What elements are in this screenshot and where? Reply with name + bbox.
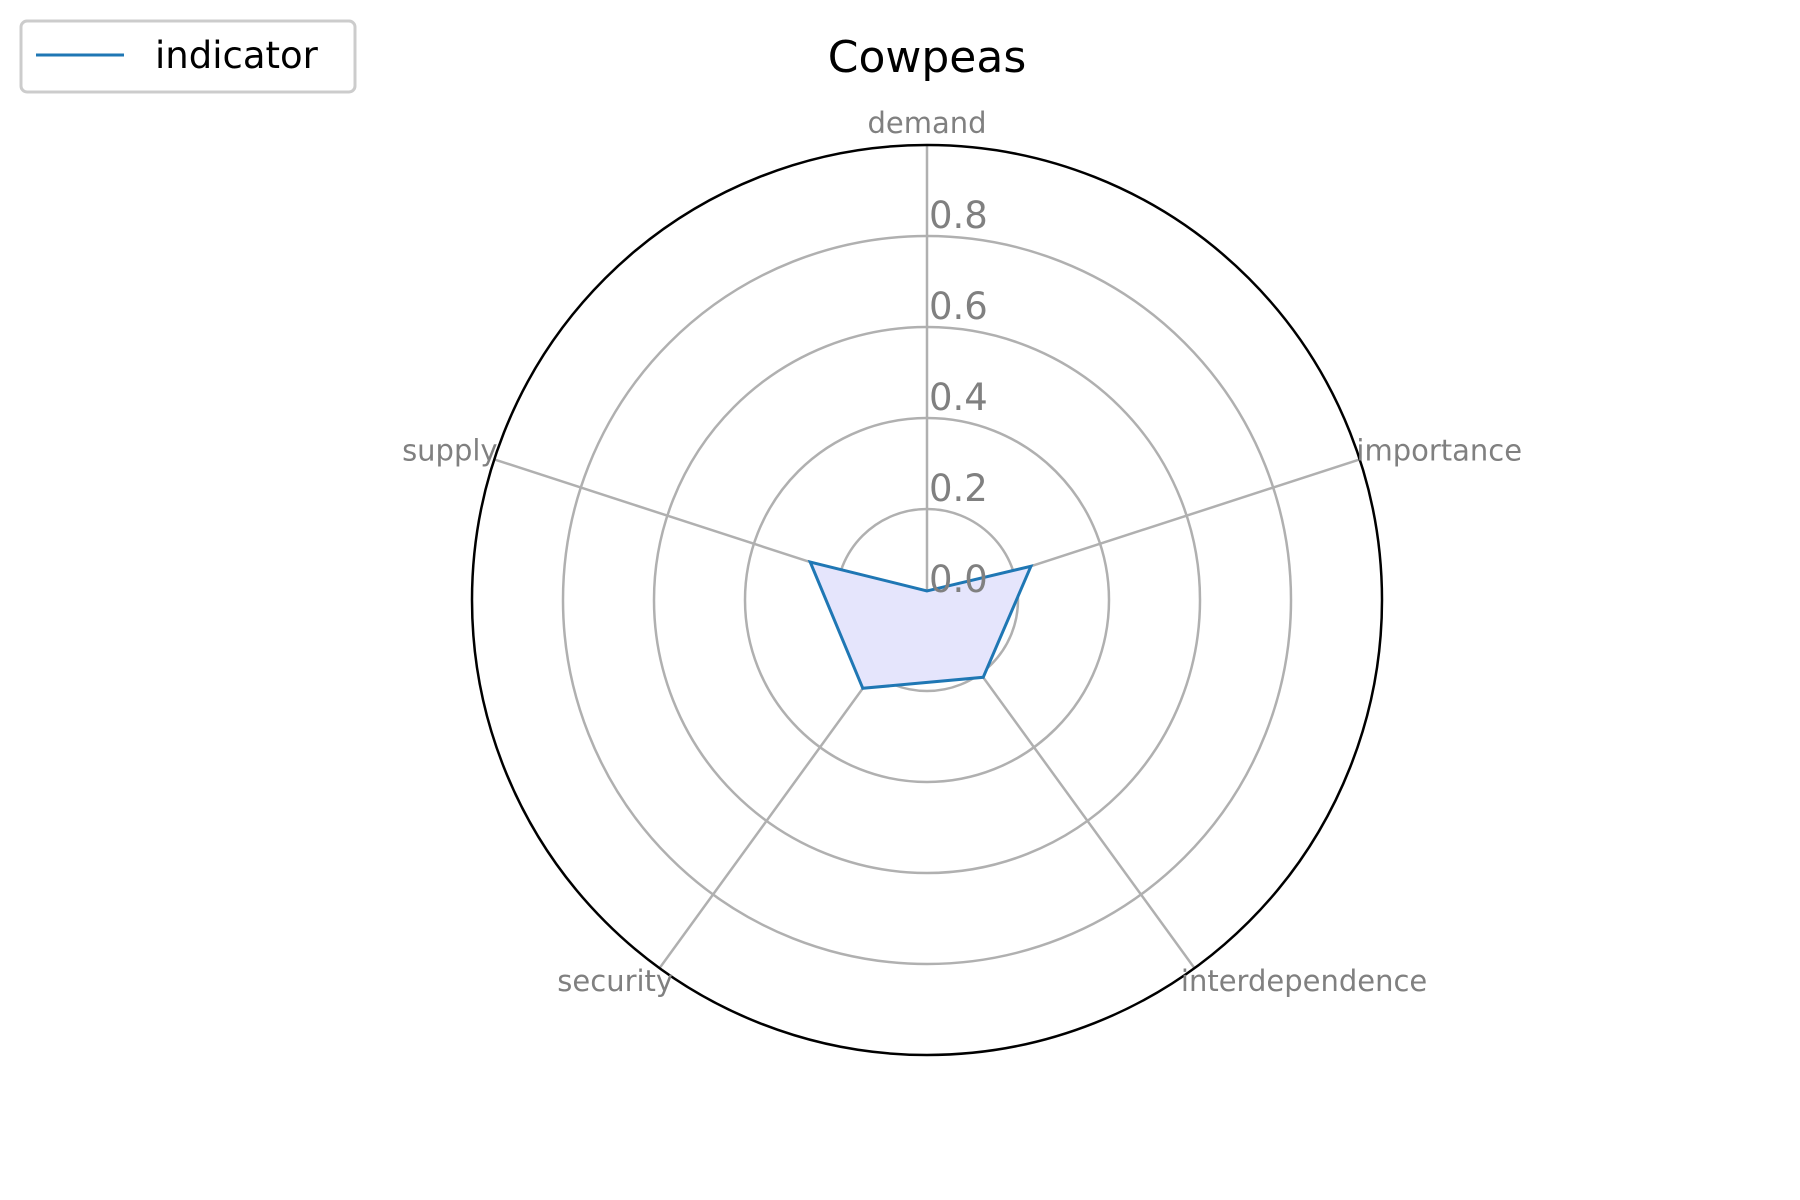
- tick-label-1: 0.2: [929, 467, 988, 510]
- category-label-importance: importance: [1356, 434, 1522, 468]
- category-label-interdependence: interdependence: [1181, 964, 1427, 998]
- chart-title: Cowpeas: [828, 32, 1027, 83]
- legend-frame: [19, 19, 357, 94]
- tick-label-3: 0.6: [929, 285, 988, 328]
- tick-label-0: 0.0: [929, 558, 988, 601]
- series-area-indicator: [810, 562, 1031, 689]
- category-labels: demand importance interdependence security s…: [402, 106, 1522, 998]
- legend: indicator: [19, 19, 357, 94]
- radial-tick-labels: 0.0 0.2 0.4 0.6 0.8: [929, 194, 988, 601]
- series-line-indicator: [807, 559, 1034, 690]
- tick-label-4: 0.8: [929, 194, 988, 237]
- category-label-security: security: [557, 964, 673, 998]
- category-label-supply: supply: [402, 434, 498, 468]
- legend-label-indicator: indicator: [155, 34, 319, 77]
- outer-frame: [470, 143, 1384, 1057]
- data-layer: [807, 559, 1034, 690]
- category-label-demand: demand: [867, 106, 986, 140]
- tick-label-2: 0.4: [929, 376, 988, 419]
